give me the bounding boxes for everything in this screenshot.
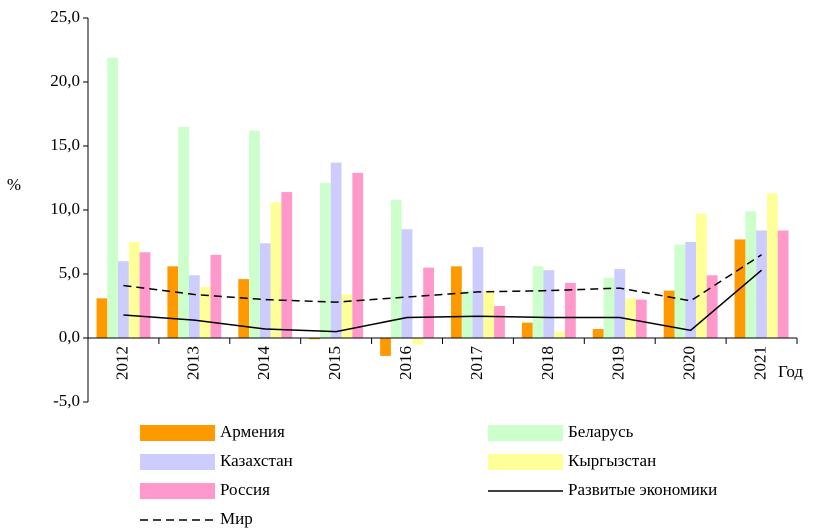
bar: [625, 298, 636, 338]
y-tick-label: 15,0: [50, 135, 80, 154]
x-tick-label: 2016: [396, 346, 415, 380]
bar: [461, 290, 473, 338]
bar: [380, 338, 391, 356]
bar: [178, 126, 189, 338]
bar: [118, 261, 129, 338]
bar: [390, 199, 402, 338]
line-series: [123, 269, 763, 333]
bar: [674, 244, 686, 338]
bar: [249, 130, 260, 338]
x-tick-label: 2012: [112, 346, 131, 380]
bar: [401, 229, 413, 338]
bar: [565, 282, 576, 338]
bar: [199, 286, 211, 338]
bar: [745, 211, 757, 338]
x-tick-label: 2015: [325, 346, 344, 380]
x-tick-label: 2018: [538, 346, 557, 380]
bar: [270, 202, 282, 338]
x-tick-label: 2021: [750, 346, 769, 380]
bar: [614, 268, 626, 338]
y-axis-label: %: [7, 175, 21, 194]
legend-swatch: [140, 425, 215, 441]
bar: [483, 290, 495, 338]
bar: [706, 275, 718, 338]
bar: [756, 230, 767, 338]
bar: [352, 172, 364, 338]
bar: [543, 270, 555, 338]
bar: [521, 322, 533, 338]
bar: [663, 290, 675, 338]
y-tick-label: 5,0: [59, 263, 80, 282]
bar: [532, 266, 544, 338]
bar: [107, 57, 119, 339]
bar: [341, 294, 353, 338]
legend-swatch: [140, 483, 215, 499]
legend-swatch: [140, 454, 215, 470]
bar: [554, 331, 566, 338]
bar: [281, 192, 293, 338]
x-tick-label: 2020: [680, 346, 699, 380]
y-tick-label: 25,0: [50, 7, 80, 26]
bar: [766, 193, 778, 338]
bar: [777, 230, 789, 338]
bar: [592, 329, 604, 338]
x-tick-label: 2013: [183, 346, 202, 380]
bar: [494, 306, 505, 338]
bar: [603, 277, 615, 338]
bar: [309, 338, 320, 340]
bar: [451, 266, 462, 338]
bar: [319, 183, 331, 338]
bar: [259, 243, 271, 338]
y-tick-label: 20,0: [50, 71, 80, 90]
bar: [139, 252, 151, 338]
y-tick-label: 10,0: [50, 199, 80, 218]
legend-label: Беларусь: [568, 422, 634, 441]
x-tick-label: 2017: [467, 346, 486, 381]
legend-swatch: [488, 454, 563, 470]
x-axis-label: Год: [778, 362, 803, 381]
legend-swatch: [488, 425, 563, 441]
bar: [412, 338, 424, 345]
bar: [330, 162, 342, 338]
legend-label: Кыргызстан: [568, 451, 656, 470]
legend-label: Армения: [220, 422, 285, 441]
legend-label: Казахстан: [220, 451, 293, 470]
legend-label: Мир: [220, 509, 253, 528]
bar: [167, 266, 179, 338]
x-tick-label: 2019: [609, 346, 628, 380]
bar: [96, 298, 108, 338]
legend-label: Развитые экономики: [568, 480, 717, 499]
bar: [188, 275, 200, 338]
bar: [423, 267, 434, 338]
bar: [685, 242, 697, 338]
bar: [635, 299, 647, 338]
bar: [696, 213, 707, 338]
bar: [238, 279, 250, 338]
legend-label: Россия: [220, 480, 270, 499]
y-tick-label: -5,0: [53, 391, 80, 410]
y-tick-label: 0,0: [59, 327, 80, 346]
line-series: [123, 254, 762, 303]
bar: [128, 242, 140, 338]
x-tick-label: 2014: [254, 346, 273, 381]
